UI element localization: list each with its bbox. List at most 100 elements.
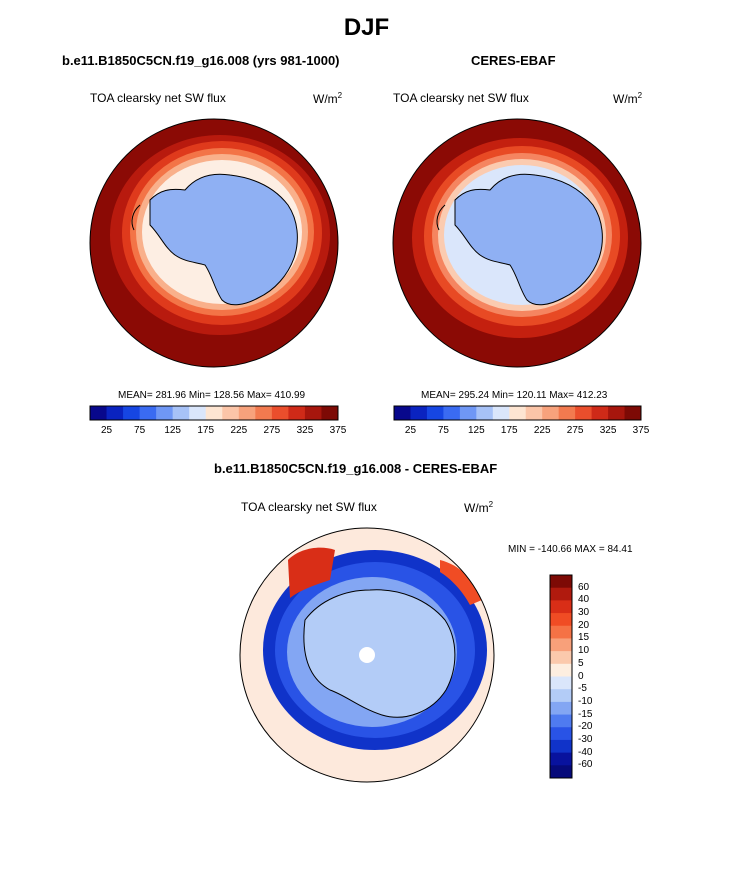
left-colorbar-swatch	[156, 406, 174, 420]
diff-colorbar-label: 5	[578, 657, 584, 669]
right-colorbar-swatch	[476, 406, 494, 420]
figure-title: DJF	[343, 14, 390, 41]
diff-colorbar-swatch	[550, 638, 572, 652]
right-colorbar	[393, 405, 642, 421]
diff-colorbar	[549, 574, 573, 779]
diff-colorbar-swatch	[550, 727, 572, 741]
diff-variable: TOA clearsky net SW flux	[241, 500, 377, 514]
diff-colorbar-label: -20	[578, 721, 593, 733]
diff-colorbar-label: 20	[578, 619, 590, 631]
diff-colorbar-label: 15	[578, 632, 590, 644]
colorbar-tick-label: 275	[263, 425, 281, 436]
left-colorbar-swatch	[189, 406, 207, 420]
right-colorbar-swatch	[591, 406, 609, 420]
left-colorbar-swatch	[172, 406, 190, 420]
right-colorbar-swatch	[492, 406, 510, 420]
diff-heading: b.e11.B1850C5CN.f19_g16.008 - CERES-EBAF	[214, 461, 498, 476]
colorbar-tick-label: 275	[566, 425, 584, 436]
left-coastline	[149, 173, 298, 306]
right-antarctica-land	[455, 174, 603, 305]
diff-pole	[359, 647, 375, 663]
panel-left-heading: b.e11.B1850C5CN.f19_g16.008 (yrs 981-100…	[62, 53, 340, 68]
diff-colorbar-label: 60	[578, 581, 590, 593]
left-colorbar-swatch	[255, 406, 273, 420]
right-coastline	[454, 173, 603, 306]
diff-colorbar-swatch	[550, 663, 572, 677]
left-antarctica-land	[150, 174, 298, 305]
colorbar-tick-label: 175	[500, 425, 518, 436]
diff-colorbar-label: -10	[578, 695, 593, 707]
colorbar-tick-label: 225	[230, 425, 248, 436]
diff-red-patch-1	[288, 547, 335, 598]
diff-coastline	[303, 589, 456, 718]
right-colorbar-swatch	[575, 406, 593, 420]
colorbar-tick-label: 125	[164, 425, 181, 436]
colorbar-tick-label: 325	[296, 425, 314, 436]
left-colorbar-swatch	[205, 406, 223, 420]
diff-colorbar-swatch	[550, 587, 572, 601]
left-colorbar-swatch	[304, 406, 322, 420]
diff-colorbar-swatch	[550, 600, 572, 614]
left-colorbar	[89, 405, 339, 421]
diff-colorbar-label: 0	[578, 670, 584, 682]
diff-colorbar-swatch	[550, 575, 572, 589]
right-colorbar-swatch	[459, 406, 477, 420]
panel-right-heading: CERES-EBAF	[471, 53, 556, 68]
diff-colorbar-label: 30	[578, 607, 590, 619]
panel-left-units: W/m2	[313, 91, 343, 106]
colorbar-tick-label: 175	[197, 425, 215, 436]
colorbar-tick-label: 375	[632, 425, 650, 436]
left-colorbar-swatch	[321, 406, 339, 420]
diff-stats: MIN = -140.66 MAX = 84.41	[508, 544, 633, 555]
diff-colorbar-label: 40	[578, 594, 590, 606]
diff-colorbar-label: 10	[578, 645, 590, 657]
diff-colorbar-swatch	[550, 701, 572, 716]
diff-colorbar-label: -30	[578, 733, 593, 745]
colorbar-tick-label: 75	[134, 425, 146, 436]
diff-antarctica	[303, 589, 455, 718]
panel-left-variable: TOA clearsky net SW flux	[90, 91, 226, 105]
panel-left-stats: MEAN= 281.96 Min= 128.56 Max= 410.99	[118, 390, 306, 401]
right-colorbar-swatch	[426, 406, 444, 420]
colorbar-tick-label: 75	[437, 425, 449, 436]
diff-colorbar-label: -60	[578, 759, 593, 771]
colorbar-tick-label: 225	[533, 425, 551, 436]
left-colorbar-swatch	[139, 406, 157, 420]
left-colorbar-swatch	[90, 406, 108, 420]
right-colorbar-swatch	[525, 406, 543, 420]
diff-colorbar-swatch	[550, 613, 572, 627]
colorbar-tick-label: 325	[599, 425, 617, 436]
right-colorbar-swatch	[410, 406, 428, 420]
panel-right-stats: MEAN= 295.24 Min= 120.11 Max= 412.23	[421, 390, 608, 401]
diff-units: W/m2	[464, 500, 494, 515]
diff-colorbar-swatch	[550, 739, 572, 754]
left-colorbar-frame	[89, 405, 339, 421]
diff-colorbar-swatch	[550, 765, 572, 779]
diff-colorbar-label: -15	[578, 708, 593, 720]
diff-red-patch-2	[440, 560, 482, 605]
panel-right-variable: TOA clearsky net SW flux	[393, 91, 529, 105]
right-colorbar-swatch	[558, 406, 576, 420]
colorbar-tick-label: 375	[329, 425, 347, 436]
diff-colorbar-swatch	[550, 625, 572, 639]
left-colorbar-swatch	[106, 406, 124, 420]
right-colorbar-swatch	[624, 406, 642, 420]
right-colorbar-swatch	[509, 406, 527, 420]
right-colorbar-swatch	[443, 406, 461, 420]
right-colorbar-swatch	[394, 406, 411, 420]
left-colorbar-swatch	[123, 406, 141, 420]
right-colorbar-swatch	[542, 406, 560, 420]
diff-colorbar-label: -5	[578, 683, 587, 695]
left-peninsula	[131, 204, 141, 231]
diff-colorbar-swatch	[550, 714, 572, 728]
left-colorbar-swatch	[271, 406, 289, 420]
diff-colorbar-swatch	[550, 676, 572, 690]
diff-colorbar-frame	[549, 574, 573, 779]
diff-colorbar-swatch	[550, 689, 572, 703]
colorbar-tick-label: 25	[404, 425, 417, 436]
left-colorbar-swatch	[288, 406, 306, 420]
